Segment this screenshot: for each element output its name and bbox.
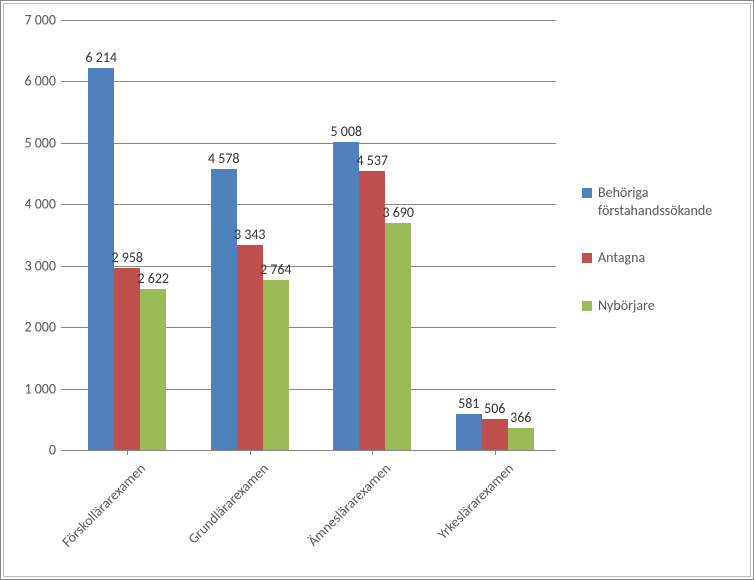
plot-area: 6 214 2 958 2 622 4 578 3 343 2 764 5 008 4 537… bbox=[66, 20, 556, 450]
gridline bbox=[66, 81, 556, 82]
y-tick-label: 0 bbox=[4, 442, 56, 459]
chart-inner-border: 6 214 2 958 2 622 4 578 3 343 2 764 5 008 4 537… bbox=[3, 3, 751, 577]
y-tick-mark bbox=[61, 81, 66, 82]
bar bbox=[385, 223, 411, 450]
x-tick-mark bbox=[495, 450, 496, 455]
bar-value-label: 4 537 bbox=[356, 152, 388, 169]
x-tick-mark bbox=[250, 450, 251, 455]
bar bbox=[333, 142, 359, 450]
legend-swatch bbox=[582, 301, 592, 311]
x-tick-label: Ämneslärarexamen bbox=[276, 460, 394, 578]
bar-value-label: 506 bbox=[484, 400, 505, 417]
bar-value-label: 3 690 bbox=[382, 204, 414, 221]
y-tick-mark bbox=[61, 327, 66, 328]
x-tick-mark bbox=[127, 450, 128, 455]
y-tick-mark bbox=[61, 450, 66, 451]
y-tick-label: 6 000 bbox=[4, 73, 56, 90]
x-tick-label: Yrkeslärarexamen bbox=[399, 460, 517, 578]
bar bbox=[237, 245, 263, 450]
legend-label: Behöriga förstahandssökande bbox=[598, 184, 748, 219]
chart-container: 6 214 2 958 2 622 4 578 3 343 2 764 5 008 4 537… bbox=[0, 0, 754, 580]
bar-value-label: 3 343 bbox=[234, 226, 266, 243]
y-tick-label: 4 000 bbox=[4, 196, 56, 213]
bar bbox=[263, 280, 289, 450]
bar bbox=[114, 268, 140, 450]
bar-value-label: 4 578 bbox=[208, 150, 240, 167]
axis-baseline bbox=[66, 450, 556, 451]
gridline bbox=[66, 204, 556, 205]
bar bbox=[140, 289, 166, 450]
bar-value-label: 2 622 bbox=[137, 270, 169, 287]
y-tick-label: 2 000 bbox=[4, 319, 56, 336]
bar bbox=[456, 414, 482, 450]
x-tick-label: Grundlärarexamen bbox=[154, 460, 272, 578]
legend: Behöriga förstahandssökande Antagna Nybörj… bbox=[582, 184, 748, 344]
y-tick-mark bbox=[61, 143, 66, 144]
bar-value-label: 5 008 bbox=[330, 123, 362, 140]
y-tick-label: 3 000 bbox=[4, 257, 56, 274]
legend-swatch bbox=[582, 253, 592, 263]
y-tick-label: 1 000 bbox=[4, 380, 56, 397]
bar bbox=[508, 428, 534, 450]
legend-item: Antagna bbox=[582, 249, 748, 267]
bar bbox=[482, 419, 508, 450]
y-tick-label: 5 000 bbox=[4, 134, 56, 151]
x-tick-label: Förskollärarexamen bbox=[31, 460, 149, 578]
bar bbox=[359, 171, 385, 450]
y-tick-mark bbox=[61, 20, 66, 21]
bar-value-label: 2 764 bbox=[260, 261, 292, 278]
gridline bbox=[66, 20, 556, 21]
x-tick-mark bbox=[372, 450, 373, 455]
y-tick-mark bbox=[61, 204, 66, 205]
y-tick-label: 7 000 bbox=[4, 12, 56, 29]
legend-label: Antagna bbox=[598, 249, 645, 267]
legend-item: Behöriga förstahandssökande bbox=[582, 184, 748, 219]
legend-item: Nybörjare bbox=[582, 297, 748, 315]
legend-label: Nybörjare bbox=[598, 297, 655, 315]
bar-value-label: 2 958 bbox=[111, 249, 143, 266]
bar bbox=[88, 68, 114, 450]
bar-value-label: 581 bbox=[458, 395, 479, 412]
bar-value-label: 6 214 bbox=[85, 49, 117, 66]
bar bbox=[211, 169, 237, 450]
y-tick-mark bbox=[61, 389, 66, 390]
legend-swatch bbox=[582, 188, 592, 198]
y-tick-mark bbox=[61, 266, 66, 267]
bar-value-label: 366 bbox=[510, 409, 531, 426]
gridline bbox=[66, 143, 556, 144]
